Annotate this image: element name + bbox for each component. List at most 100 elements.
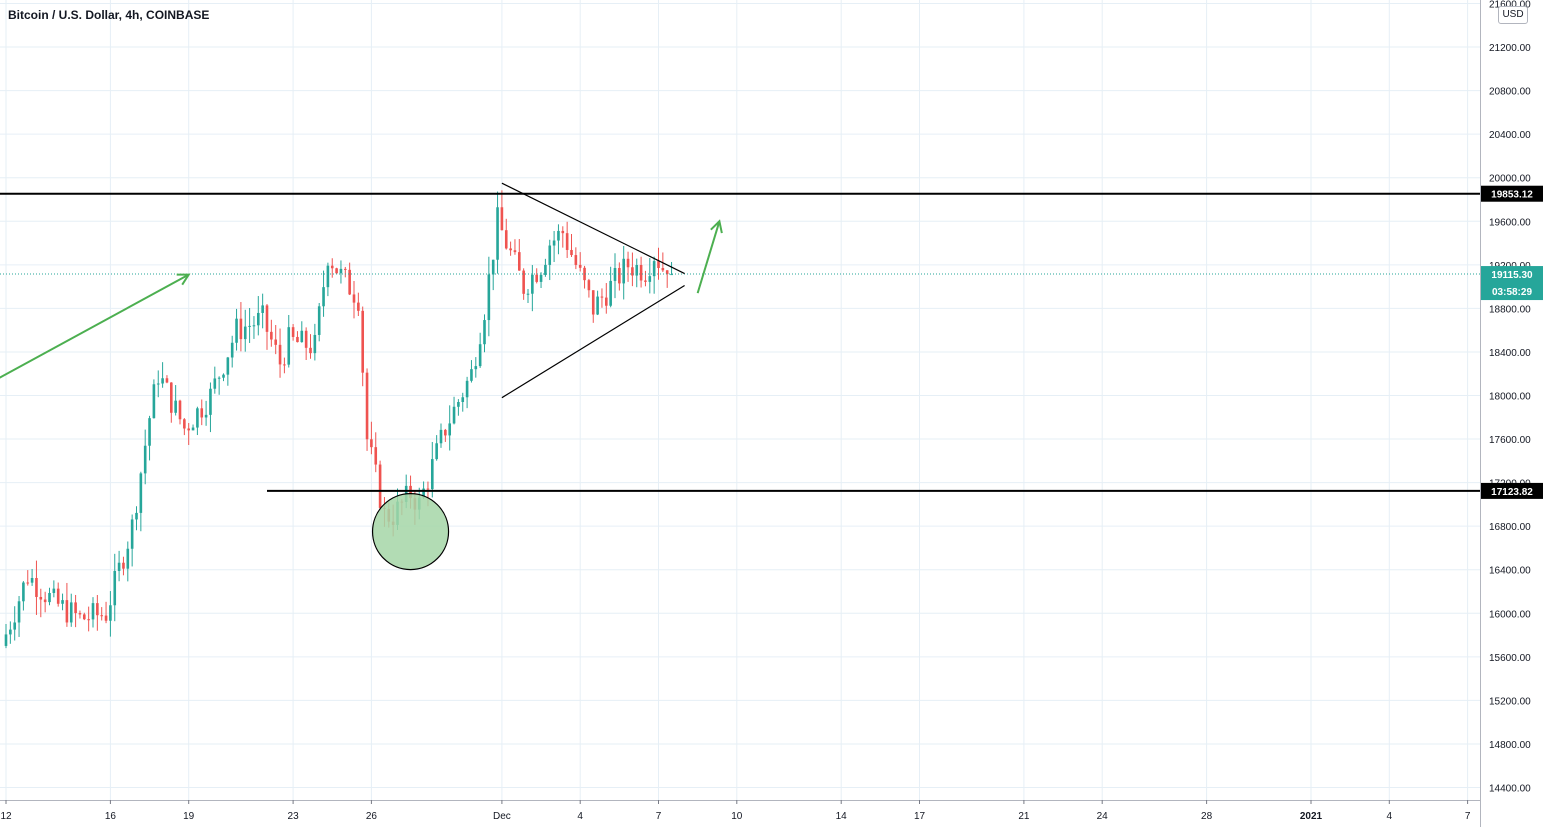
candle-body[interactable] [256, 312, 260, 326]
candle-body[interactable] [313, 334, 317, 354]
triangle-upper-line[interactable] [501, 182, 685, 275]
candle-body[interactable] [535, 274, 539, 282]
candle-body[interactable] [600, 296, 604, 298]
candle-body[interactable] [557, 230, 560, 241]
candle-body[interactable] [509, 248, 512, 251]
candle-body[interactable] [196, 408, 199, 428]
candle-body[interactable] [452, 406, 456, 424]
candle-body[interactable] [500, 207, 504, 231]
candle-body[interactable] [283, 364, 286, 366]
candle-body[interactable] [278, 344, 282, 365]
candle-body[interactable] [35, 577, 38, 597]
candle-body[interactable] [113, 570, 117, 606]
candle-body[interactable] [631, 267, 634, 276]
candle-body[interactable] [583, 267, 586, 281]
candle-body[interactable] [539, 274, 543, 282]
candle-body[interactable] [226, 357, 230, 375]
candle-body[interactable] [252, 325, 256, 327]
candle-body[interactable] [130, 519, 134, 549]
candle-body[interactable] [69, 602, 73, 623]
candle-body[interactable] [200, 408, 204, 418]
candle-body[interactable] [409, 485, 412, 499]
candle-body[interactable] [65, 600, 69, 623]
candle-body[interactable] [378, 464, 382, 508]
candle-body[interactable] [48, 592, 51, 603]
candle-body[interactable] [100, 615, 104, 617]
candle-body[interactable] [174, 400, 177, 413]
candle-body[interactable] [317, 306, 321, 335]
candle-body[interactable] [209, 388, 212, 415]
candle-body[interactable] [352, 294, 356, 303]
candle-body[interactable] [30, 577, 34, 583]
candle-body[interactable] [435, 443, 438, 460]
candle-body[interactable] [17, 601, 21, 623]
candle-body[interactable] [126, 548, 130, 569]
candle-body[interactable] [343, 268, 347, 270]
candle-body[interactable] [261, 305, 264, 313]
candle-body[interactable] [457, 401, 460, 407]
candle-body[interactable] [348, 269, 351, 295]
candle-body[interactable] [526, 293, 530, 295]
candle-body[interactable] [591, 290, 595, 315]
candle-body[interactable] [178, 400, 182, 420]
currency-button[interactable]: USD [1498, 6, 1528, 24]
candle-body[interactable] [531, 274, 534, 294]
candle-body[interactable] [22, 582, 25, 602]
candle-body[interactable] [87, 619, 90, 621]
candle-body[interactable] [626, 258, 630, 268]
candle-body[interactable] [322, 287, 325, 307]
candle-body[interactable] [465, 380, 469, 398]
candle-body[interactable] [426, 488, 430, 490]
candle-body[interactable] [169, 382, 173, 413]
candle-body[interactable] [561, 230, 565, 234]
candle-body[interactable] [670, 274, 673, 276]
candle-body[interactable] [148, 418, 151, 446]
candle-body[interactable] [574, 255, 578, 265]
candle-body[interactable] [596, 296, 599, 315]
candle-body[interactable] [217, 377, 221, 379]
candle-body[interactable] [161, 378, 164, 384]
breakout-arrow[interactable] [696, 220, 721, 294]
candle-body[interactable] [91, 603, 95, 620]
candle-body[interactable] [222, 374, 225, 378]
candle-body[interactable] [661, 268, 665, 271]
candle-body[interactable] [61, 600, 64, 604]
candle-body[interactable] [39, 596, 43, 600]
candle-body[interactable] [191, 427, 195, 431]
candle-body[interactable] [448, 423, 452, 436]
candle-body[interactable] [204, 414, 208, 418]
support-circle-highlight[interactable] [371, 493, 450, 571]
candle-body[interactable] [587, 280, 591, 291]
candle-body[interactable] [365, 372, 369, 440]
candle-body[interactable] [361, 310, 365, 373]
candle-body[interactable] [544, 264, 547, 275]
candle-body[interactable] [513, 250, 517, 253]
candle-body[interactable] [265, 305, 269, 332]
candle-body[interactable] [604, 297, 608, 306]
candle-body[interactable] [657, 261, 660, 269]
candle-body[interactable] [135, 512, 138, 520]
candle-body[interactable] [548, 245, 552, 265]
candle-body[interactable] [565, 233, 569, 250]
candle-body[interactable] [335, 268, 338, 274]
candle-body[interactable] [357, 302, 360, 311]
candle-body[interactable] [635, 264, 639, 276]
candle-body[interactable] [461, 397, 465, 402]
candle-body[interactable] [187, 428, 191, 431]
candle-body[interactable] [483, 320, 486, 345]
candle-body[interactable] [665, 270, 669, 275]
candle-body[interactable] [491, 259, 495, 275]
candle-body[interactable] [444, 429, 447, 436]
candle-body[interactable] [122, 562, 125, 569]
candle-body[interactable] [243, 326, 247, 340]
candle-body[interactable] [300, 330, 304, 343]
candle-body[interactable] [117, 562, 121, 571]
triangle-lower-line[interactable] [501, 285, 685, 399]
candle-body[interactable] [239, 318, 243, 340]
candle-body[interactable] [504, 230, 508, 249]
candle-body[interactable] [235, 318, 238, 343]
candle-body[interactable] [622, 258, 626, 284]
candle-body[interactable] [304, 330, 308, 348]
